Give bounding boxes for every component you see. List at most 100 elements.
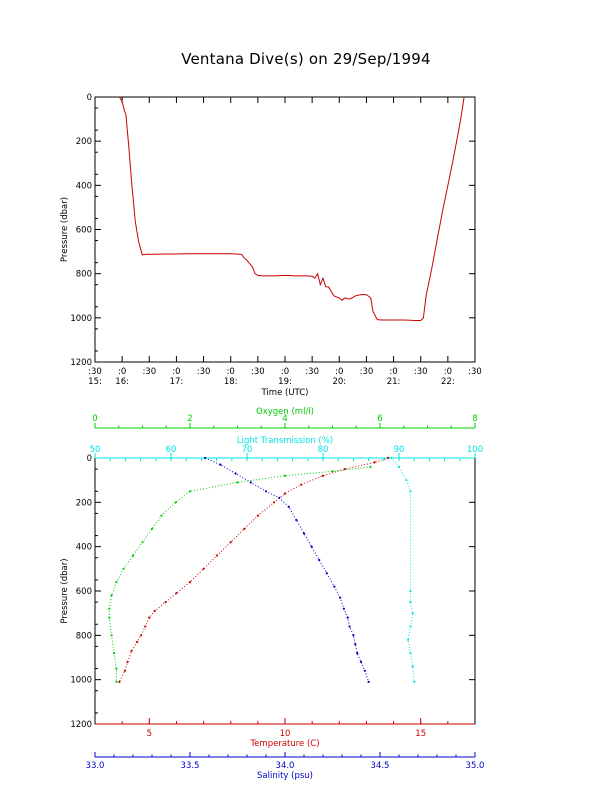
top-x-tick-label: :30 (142, 367, 156, 377)
salinity-point (302, 532, 306, 535)
top-x-tick-label: :30 (251, 367, 265, 377)
salinity-point (234, 472, 237, 475)
top-y-tick-label: 200 (76, 137, 92, 147)
temperature-point (256, 514, 259, 517)
oxygen-point (110, 594, 113, 597)
salinity-point (352, 634, 355, 637)
top-x-tick-label: :30 (197, 367, 211, 377)
oxygen-tick-label: 2 (187, 414, 192, 424)
oxygen-point (108, 607, 111, 610)
salinity-point (359, 660, 363, 664)
oxygen-profile-line (108, 466, 371, 682)
oxygen-tick-label: 0 (92, 414, 97, 424)
transmission-point (405, 479, 408, 482)
salinity-tick-label: 34.5 (371, 761, 390, 771)
temperature-point (321, 474, 325, 477)
top-y-tick-label: 600 (76, 226, 92, 236)
top-x-axis-label: Time (UTC) (261, 388, 309, 398)
top-x-hour-label: 16: (115, 377, 129, 387)
top-x-tick-label: :0 (281, 367, 289, 377)
bottom-y-tick-label: 0 (87, 454, 92, 464)
top-x-tick-label: :30 (88, 367, 102, 377)
transmission-tick-label: 70 (242, 445, 253, 455)
salinity-tick-label: 33.0 (86, 761, 105, 771)
temperature-point (283, 492, 287, 495)
top-x-tick-label: :0 (227, 367, 235, 377)
top-x-tick-label: :30 (414, 367, 428, 377)
salinity-point (295, 519, 298, 522)
oxygen-point (110, 634, 113, 637)
salinity-point (310, 545, 313, 548)
temperature-point (373, 461, 376, 464)
bottom-y-tick-label: 800 (76, 631, 92, 641)
top-x-hour-label: 17: (170, 377, 184, 387)
transmission-point (390, 456, 393, 460)
salinity-point (204, 456, 207, 460)
salinity-point (367, 680, 370, 684)
oxygen-point (115, 680, 118, 684)
top-x-tick-label: :30 (360, 367, 374, 377)
salinity-point (356, 652, 359, 655)
temperature-point (300, 483, 303, 486)
oxygen-point (174, 501, 177, 504)
salinity-tick-label: 34.0 (276, 761, 295, 771)
top-x-tick-label: :30 (468, 367, 482, 377)
top-x-hour-label: 19: (278, 377, 292, 387)
temperature-point (144, 625, 147, 628)
top-y-axis-label: Pressure (dbar) (60, 197, 70, 262)
top-y-tick-label: 1200 (70, 358, 92, 368)
bottom-y-tick-label: 600 (76, 587, 92, 597)
salinity-point (354, 643, 357, 646)
salinity-point (342, 607, 345, 610)
salinity-point (278, 496, 281, 499)
oxygen-point (188, 490, 192, 493)
transmission-tick-label: 50 (90, 445, 101, 455)
salinity-point (339, 596, 342, 599)
top-x-tick-label: :0 (172, 367, 180, 377)
salinity-point (318, 558, 321, 562)
oxygen-point (331, 470, 334, 473)
top-x-tick-label: :0 (335, 367, 343, 377)
oxygen-axis-label: Oxygen (ml/l) (256, 407, 314, 417)
transmission-point (397, 465, 401, 468)
temperature-point (216, 554, 219, 557)
bottom-y-tick-label: 400 (76, 543, 92, 553)
salinity-point (333, 585, 336, 588)
transmission-point (409, 601, 412, 604)
temperature-point (243, 527, 246, 531)
temperature-point (229, 541, 232, 544)
temperature-point (123, 669, 126, 672)
salinity-point (219, 463, 222, 466)
temperature-point (387, 456, 390, 460)
top-y-tick-label: 0 (87, 93, 92, 103)
temperature-point (148, 616, 151, 619)
salinity-point (287, 505, 290, 508)
transmission-point (409, 625, 412, 628)
temperature-point (273, 501, 276, 504)
transmission-point (411, 665, 414, 668)
transmission-tick-label: 80 (318, 445, 329, 455)
oxygen-tick-label: 6 (377, 414, 382, 424)
transmission-profile-line (391, 457, 415, 682)
oxygen-point (112, 652, 116, 655)
temperature-tick-label: 15 (415, 729, 426, 739)
temperature-tick-label: 5 (147, 729, 152, 739)
transmission-tick-label: 100 (467, 445, 483, 455)
oxygen-point (283, 474, 287, 477)
salinity-profile-line (205, 457, 370, 683)
oxygen-point (236, 481, 239, 484)
transmission-point (407, 638, 410, 641)
temperature-axis-label: Temperature (C) (249, 739, 319, 749)
transmission-point (409, 589, 412, 593)
transmission-tick-label: 90 (394, 445, 405, 455)
top-x-hour-label: 18: (224, 377, 238, 387)
oxygen-point (150, 527, 154, 531)
oxygen-series (108, 465, 372, 684)
temperature-tick-label: 10 (280, 729, 291, 739)
temperature-profile-line (118, 457, 389, 683)
oxygen-tick-label: 8 (472, 414, 477, 424)
temperature-point (136, 640, 139, 644)
salinity-tick-label: 33.5 (181, 761, 200, 771)
oxygen-point (115, 667, 118, 670)
